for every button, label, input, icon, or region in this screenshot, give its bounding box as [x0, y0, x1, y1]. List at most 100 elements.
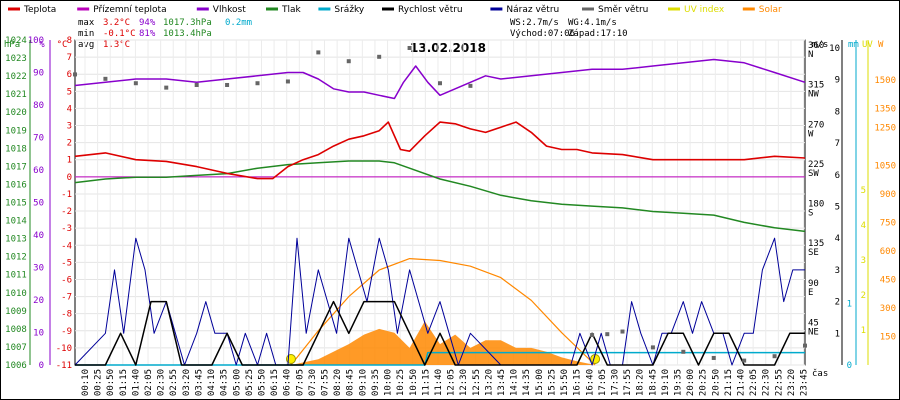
x-tick-label: 09:10: [358, 369, 368, 396]
hpa-tick: 1018: [5, 144, 27, 154]
stat-min-temp: -0.1°C: [103, 29, 136, 39]
x-tick-label: 11:40: [434, 369, 444, 396]
x-tick-label: 10:50: [409, 369, 419, 396]
wind-dir-point: [407, 46, 412, 50]
hpa-tick: 1012: [5, 253, 27, 263]
ms-tick: 5: [835, 203, 840, 213]
wind-dir-point: [650, 345, 655, 350]
dir-tick-name: E: [808, 288, 813, 298]
x-tick-label: 00:50: [106, 369, 116, 396]
stat-max-label: max: [78, 18, 95, 28]
wind-dir-point: [468, 83, 473, 88]
temp-tick: -8: [61, 310, 72, 320]
x-tick-label: 00:10: [81, 369, 91, 396]
ms-axis-unit: m/s: [812, 40, 828, 50]
x-tick-label: 08:45: [346, 369, 356, 396]
w-tick: 150: [880, 333, 896, 343]
w-tick: 1050: [874, 162, 896, 172]
stat-avg-temp: 1.3°C: [103, 40, 130, 50]
x-tick-label: 16:40: [585, 369, 595, 396]
w-tick: 1500: [874, 76, 896, 86]
wind-dir-point: [194, 82, 199, 87]
ms-tick: 2: [835, 298, 840, 308]
x-tick-label: 08:20: [333, 369, 343, 396]
hpa-tick: 1017: [5, 162, 27, 172]
uv-tick: 5: [861, 186, 866, 196]
stat-min-press: 1013.4hPa: [163, 29, 212, 39]
hpa-tick: 1008: [5, 325, 27, 335]
x-tick-label: 00:25: [94, 369, 104, 396]
w-tick: 900: [880, 190, 896, 200]
legend-item: Rychlost větru: [398, 5, 463, 15]
temp-tick: 0: [67, 173, 72, 183]
dir-tick-deg: 270: [808, 120, 824, 130]
x-tick-label: 09:35: [371, 369, 381, 396]
pct-tick: 100: [28, 36, 44, 46]
stat-min-hum: 81%: [139, 29, 156, 39]
temp-tick: -9: [61, 327, 72, 337]
dir-tick-deg: 360: [808, 41, 824, 51]
legend-item: Srážky: [334, 5, 365, 15]
x-tick-label: 02:55: [169, 369, 179, 396]
x-tick-label: 12:55: [472, 369, 482, 396]
hpa-tick: 1024: [5, 36, 27, 46]
x-tick-label: 01:15: [119, 369, 129, 396]
dir-tick-name: W: [808, 129, 814, 139]
uv-tick: 4: [861, 221, 866, 231]
temp-tick: 3: [67, 122, 72, 132]
wind-dir-point: [225, 82, 230, 87]
x-tick-label: 06:40: [283, 369, 293, 396]
wind-dir-point: [438, 81, 442, 86]
pct-tick: 80: [33, 101, 44, 111]
dir-tick-name: S: [808, 209, 813, 219]
x-tick-label: 10:25: [396, 369, 406, 396]
chart-marks: [73, 46, 807, 366]
sunrise-time: Východ:07:06: [510, 29, 575, 39]
temp-tick: 2: [67, 139, 72, 149]
x-tick-label: 23:20: [787, 369, 797, 396]
wind-speed-line: [75, 300, 805, 366]
x-tick-label: 19:10: [661, 369, 671, 396]
x-tick-label: 05:25: [245, 369, 255, 396]
temp-tick: -5: [61, 258, 72, 268]
dir-tick-deg: 225: [808, 160, 824, 170]
x-tick-label: 07:55: [321, 369, 331, 396]
x-tick-label: 17:05: [598, 369, 608, 396]
hpa-tick: 1023: [5, 54, 27, 64]
ms-tick: 9: [835, 76, 840, 86]
wind-dir-point: [605, 332, 610, 337]
x-tick-label: 02:30: [157, 369, 167, 396]
x-tick-label: 14:10: [510, 369, 520, 396]
x-tick-label: 03:20: [182, 369, 192, 396]
temp-tick: 5: [67, 87, 72, 97]
ms-tick: 10: [829, 44, 840, 54]
hpa-tick: 1015: [5, 199, 27, 209]
stat-max-hum: 94%: [139, 18, 156, 28]
x-tick-label: 18:45: [648, 369, 658, 396]
mm-tick: 0: [847, 361, 852, 371]
x-tick-label: 06:15: [270, 369, 280, 396]
x-tick-label: 20:25: [699, 369, 709, 396]
pct-tick: 10: [33, 329, 44, 339]
w-tick: 600: [880, 247, 896, 257]
w-tick: 1250: [874, 124, 896, 134]
wind-dir-point: [681, 349, 686, 354]
pct-tick: 0: [39, 361, 44, 371]
temp-tick: -3: [61, 224, 72, 234]
dir-tick-deg: 315: [808, 81, 824, 91]
hpa-tick: 1011: [5, 271, 27, 281]
dir-tick-name: NE: [808, 327, 819, 337]
legend-item: Teplota: [23, 5, 56, 15]
hpa-tick: 1006: [5, 361, 27, 371]
hpa-tick: 1014: [5, 217, 27, 227]
mm-axis-unit: mm: [848, 40, 859, 50]
x-tick-label: 15:50: [560, 369, 570, 396]
hpa-axis-unit: hPa: [4, 40, 20, 50]
legend-item: Tlak: [281, 5, 302, 15]
temp-tick: 4: [67, 104, 72, 114]
legend: Teplota Přízemní teplota Vlhkost Tlak Srážky…: [8, 5, 782, 15]
x-axis-label: čas: [812, 368, 828, 379]
x-tick-label: 05:50: [257, 369, 267, 396]
